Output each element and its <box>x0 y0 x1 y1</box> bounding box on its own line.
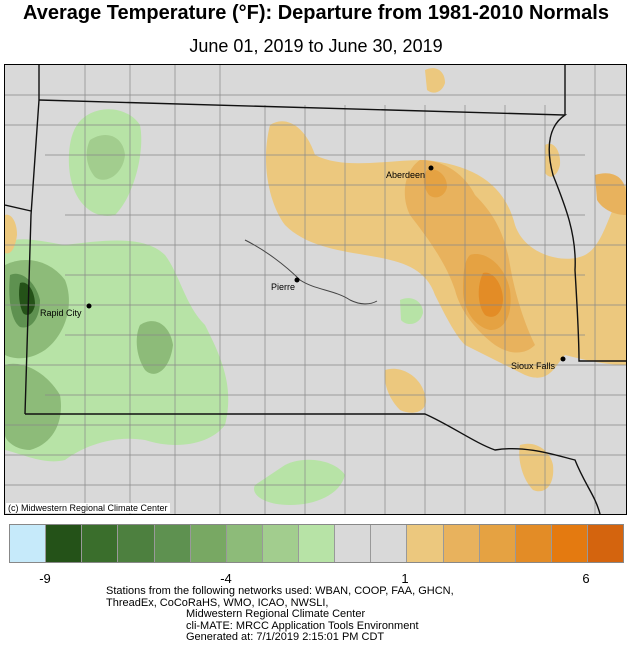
legend-tick: -9 <box>39 571 51 586</box>
color-legend <box>9 524 624 563</box>
legend-swatch-14 <box>515 525 552 562</box>
legend-swatch-10 <box>371 525 408 562</box>
city-label-aberdeen: Aberdeen <box>386 170 425 180</box>
legend-swatch-0 <box>10 525 47 562</box>
city-label-pierre: Pierre <box>271 282 295 292</box>
temperature-departure-map: Aberdeen Pierre Rapid City Sioux Falls (… <box>4 64 627 515</box>
footer-line: Stations from the following networks use… <box>106 585 454 597</box>
footer-line: Generated at: 7/1/2019 2:15:01 PM CDT <box>186 631 385 643</box>
legend-swatch-7 <box>262 525 299 562</box>
footer-notes: Stations from the following networks use… <box>106 585 454 644</box>
map-title: Average Temperature (°F): Departure from… <box>23 2 609 24</box>
city-dot-rapid-city <box>86 303 92 309</box>
legend-swatch-11 <box>407 525 444 562</box>
legend-tick: 6 <box>582 571 590 586</box>
legend-swatch-8 <box>299 525 336 562</box>
map-credit: (c) Midwestern Regional Climate Center <box>6 503 170 513</box>
footer-line: cli-MATE: MRCC Application Tools Environ… <box>186 619 419 632</box>
legend-swatch-6 <box>226 525 263 562</box>
legend-swatch-9 <box>335 525 372 562</box>
footer-line: Midwestern Regional Climate Center <box>186 608 366 620</box>
footer-line: ThreadEx, CoCoRaHS, WMO, ICAO, NWSLI, <box>106 596 329 609</box>
map-subtitle: June 01, 2019 to June 30, 2019 <box>189 36 443 56</box>
city-markers: Aberdeen Pierre Rapid City Sioux Falls <box>40 165 566 371</box>
legend-swatch-15 <box>551 525 588 562</box>
legend-tick: 1 <box>401 571 409 586</box>
legend-swatch-1 <box>46 525 83 562</box>
missouri-river <box>244 239 378 305</box>
legend-swatch-12 <box>443 525 480 562</box>
city-dot-aberdeen <box>428 165 434 171</box>
legend-swatch-3 <box>118 525 155 562</box>
map-canvas: Aberdeen Pierre Rapid City Sioux Falls <box>5 65 626 514</box>
county-lines <box>5 65 626 514</box>
legend-tick: -4 <box>220 571 232 586</box>
state-borders <box>5 65 626 514</box>
legend-swatch-5 <box>190 525 227 562</box>
legend-swatch-4 <box>154 525 191 562</box>
legend-swatch-2 <box>82 525 119 562</box>
city-label-sioux-falls: Sioux Falls <box>511 361 556 371</box>
city-dot-pierre <box>294 277 300 283</box>
legend-swatch-13 <box>479 525 516 562</box>
city-dot-sioux-falls <box>560 356 566 362</box>
city-label-rapid-city: Rapid City <box>40 308 82 318</box>
cool-anomaly-areas <box>5 109 423 505</box>
legend-swatch-16 <box>588 525 624 562</box>
